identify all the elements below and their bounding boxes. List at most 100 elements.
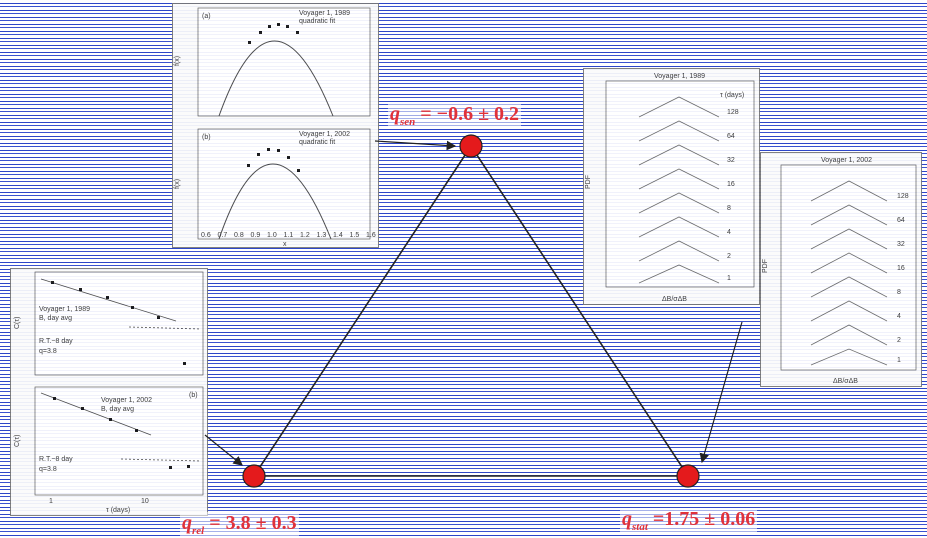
q-stat-label: qstat =1.75 ± 0.06 (620, 508, 758, 533)
panel-a-points (248, 23, 299, 44)
panel-a-frame (197, 7, 371, 117)
pdf-2002-title: Voyager 1, 2002 (821, 157, 872, 164)
relax-panel-b-xtick-10: 10 (141, 498, 149, 505)
panel-b-xtick: 0.9 (251, 232, 261, 239)
node-sen (459, 134, 483, 158)
pdf-2002-tau-1: 1 (897, 357, 901, 364)
q-sen-label: qsen = −0.6 ± 0.2 (388, 103, 522, 128)
relax-panel-a-note2: q=3.8 (39, 348, 57, 355)
pdf-2002-tau-8: 8 (897, 289, 901, 296)
panel-b-xlabel: x (283, 241, 287, 247)
panel-a-legend-marker: Voyager 1, 1989 (299, 10, 350, 17)
relax-panel-b-tag: (b) (189, 392, 198, 399)
q-stat-subscript: stat (632, 521, 648, 533)
q-stat-value: =1.75 ± 0.06 (652, 508, 756, 530)
pdf-2002-tau-2: 2 (897, 337, 901, 344)
panel-b-ylabel: f(x) (174, 179, 181, 189)
panel-b-points (247, 148, 300, 172)
arrow-to-left-node (204, 434, 243, 466)
relax-panel-a-title: Voyager 1, 1989 (39, 306, 90, 313)
panel-a-tag: (a) (202, 13, 211, 20)
pdf-2002-tau-128: 128 (897, 193, 909, 200)
pdf-plot-panel-1989: Voyager 1, 1989 τ (days) PDF ΔB/σΔB 128 … (583, 68, 760, 305)
pdf-2002-xlabel: ΔB/σΔB (833, 378, 858, 385)
panel-a-fit-curve (218, 40, 334, 117)
relax-panel-b-note2: q=3.8 (39, 466, 57, 473)
pdf-1989-tau-8: 8 (727, 205, 731, 212)
panel-b-xtick: 1.0 (267, 232, 277, 239)
panel-b-xtick: 0.7 (218, 232, 228, 239)
pdf-1989-tau-1: 1 (727, 275, 731, 282)
panel-b-xtick: 0.8 (234, 232, 244, 239)
panel-b-tag: (b) (202, 134, 211, 141)
panel-b-frame (197, 128, 371, 240)
node-rel (242, 464, 266, 488)
relax-panel-b-title: Voyager 1, 2002 (101, 397, 152, 404)
node-stat (676, 464, 700, 488)
q-rel-label: qrel = 3.8 ± 0.3 (180, 512, 299, 537)
relax-panel-b-points (53, 397, 190, 469)
relax-panel-b-xlabel: τ (days) (106, 507, 130, 514)
relax-panel-b-note1: R.T.~8 day (39, 456, 73, 463)
pdf-1989-title: Voyager 1, 1989 (654, 73, 705, 80)
pdf-1989-legend: 128 64 32 16 8 4 2 1 (727, 109, 739, 282)
panel-b-xtick: 1.3 (317, 232, 327, 239)
panel-b-legend-line: quadratic fit (299, 139, 335, 146)
pdf-2002-tau-32: 32 (897, 241, 905, 248)
arrow-to-right-node (699, 321, 743, 464)
relax-panel-b-fit-line (40, 392, 152, 436)
panel-b-xtick: 1.4 (333, 232, 343, 239)
relax-panel-a-frame (34, 271, 204, 376)
pdf-1989-tau-16: 16 (727, 181, 735, 188)
pdf-1989-ylabel: PDF (585, 175, 592, 189)
pdf-1989-svg: Voyager 1, 1989 τ (days) PDF ΔB/σΔB 128 … (585, 73, 755, 303)
arrow-to-apex (374, 140, 457, 151)
relaxation-plot-panel: Voyager 1, 1989 B, day avg R.T.~8 day q=… (10, 268, 208, 516)
panel-b-xtick: 1.5 (350, 232, 360, 239)
pdf-1989-legend-header: τ (days) (720, 92, 744, 99)
pdf-1989-tau-2: 2 (727, 253, 731, 260)
pdf-1989-frame (605, 80, 755, 288)
panel-a-ylabel: f(x) (174, 56, 181, 66)
panel-b-xtick: 1.2 (300, 232, 310, 239)
relax-panel-a-fit-line (40, 278, 177, 322)
relax-panel-b-ref-line (120, 458, 202, 462)
relax-panel-a-subtitle: B, day avg (39, 315, 72, 322)
q-stat-symbol: q (622, 508, 632, 530)
q-rel-subscript: rel (192, 525, 205, 537)
triangle-edge-right (470, 145, 689, 477)
pdf-2002-tau-16: 16 (897, 265, 905, 272)
pdf-2002-ylabel: PDF (762, 259, 769, 273)
relax-panel-b-subtitle: B, day avg (101, 406, 134, 413)
panel-b-legend-marker: Voyager 1, 2002 (299, 131, 350, 138)
panel-b-xtick: 1.6 (366, 232, 376, 239)
relax-panel-b-frame (34, 386, 204, 496)
relax-panel-b-xtick-1: 1 (49, 498, 53, 505)
q-sen-symbol: q (390, 103, 400, 125)
pdf-1989-tau-4: 4 (727, 229, 731, 236)
q-sen-subscript: sen (400, 116, 416, 128)
relax-panel-a-points (51, 281, 186, 365)
sensitivity-plot-panel: (a) Voyager 1, 1989 quadratic fit f(x) (… (172, 3, 379, 248)
pdf-1989-xlabel: ΔB/σΔB (662, 296, 687, 303)
pdf-2002-frame (780, 164, 917, 371)
pdf-1989-tau-32: 32 (727, 157, 735, 164)
panel-a-legend-line: quadratic fit (299, 18, 335, 25)
q-rel-symbol: q (182, 512, 192, 534)
pdf-plot-panel-2002: Voyager 1, 2002 PDF ΔB/σΔB 128 64 32 16 … (760, 152, 922, 387)
triangle-edge-left (253, 145, 472, 477)
relax-panel-b-ylabel: C(τ) (14, 435, 21, 447)
relax-panel-a-ylabel: C(τ) (14, 317, 21, 329)
sensitivity-plots-svg: (a) Voyager 1, 1989 quadratic fit f(x) (… (174, 7, 376, 247)
q-sen-value: = −0.6 ± 0.2 (420, 103, 520, 125)
q-rel-value: = 3.8 ± 0.3 (209, 512, 297, 534)
panel-b-xtick: 0.6 (201, 232, 211, 239)
pdf-2002-curves (810, 180, 888, 366)
relax-panel-a-ref-line (128, 326, 202, 330)
pdf-1989-tau-64: 64 (727, 133, 735, 140)
relax-panel-a-note1: R.T.~8 day (39, 338, 73, 345)
pdf-1989-curves (638, 96, 720, 284)
pdf-1989-tau-128: 128 (727, 109, 739, 116)
pdf-2002-tau-64: 64 (897, 217, 905, 224)
